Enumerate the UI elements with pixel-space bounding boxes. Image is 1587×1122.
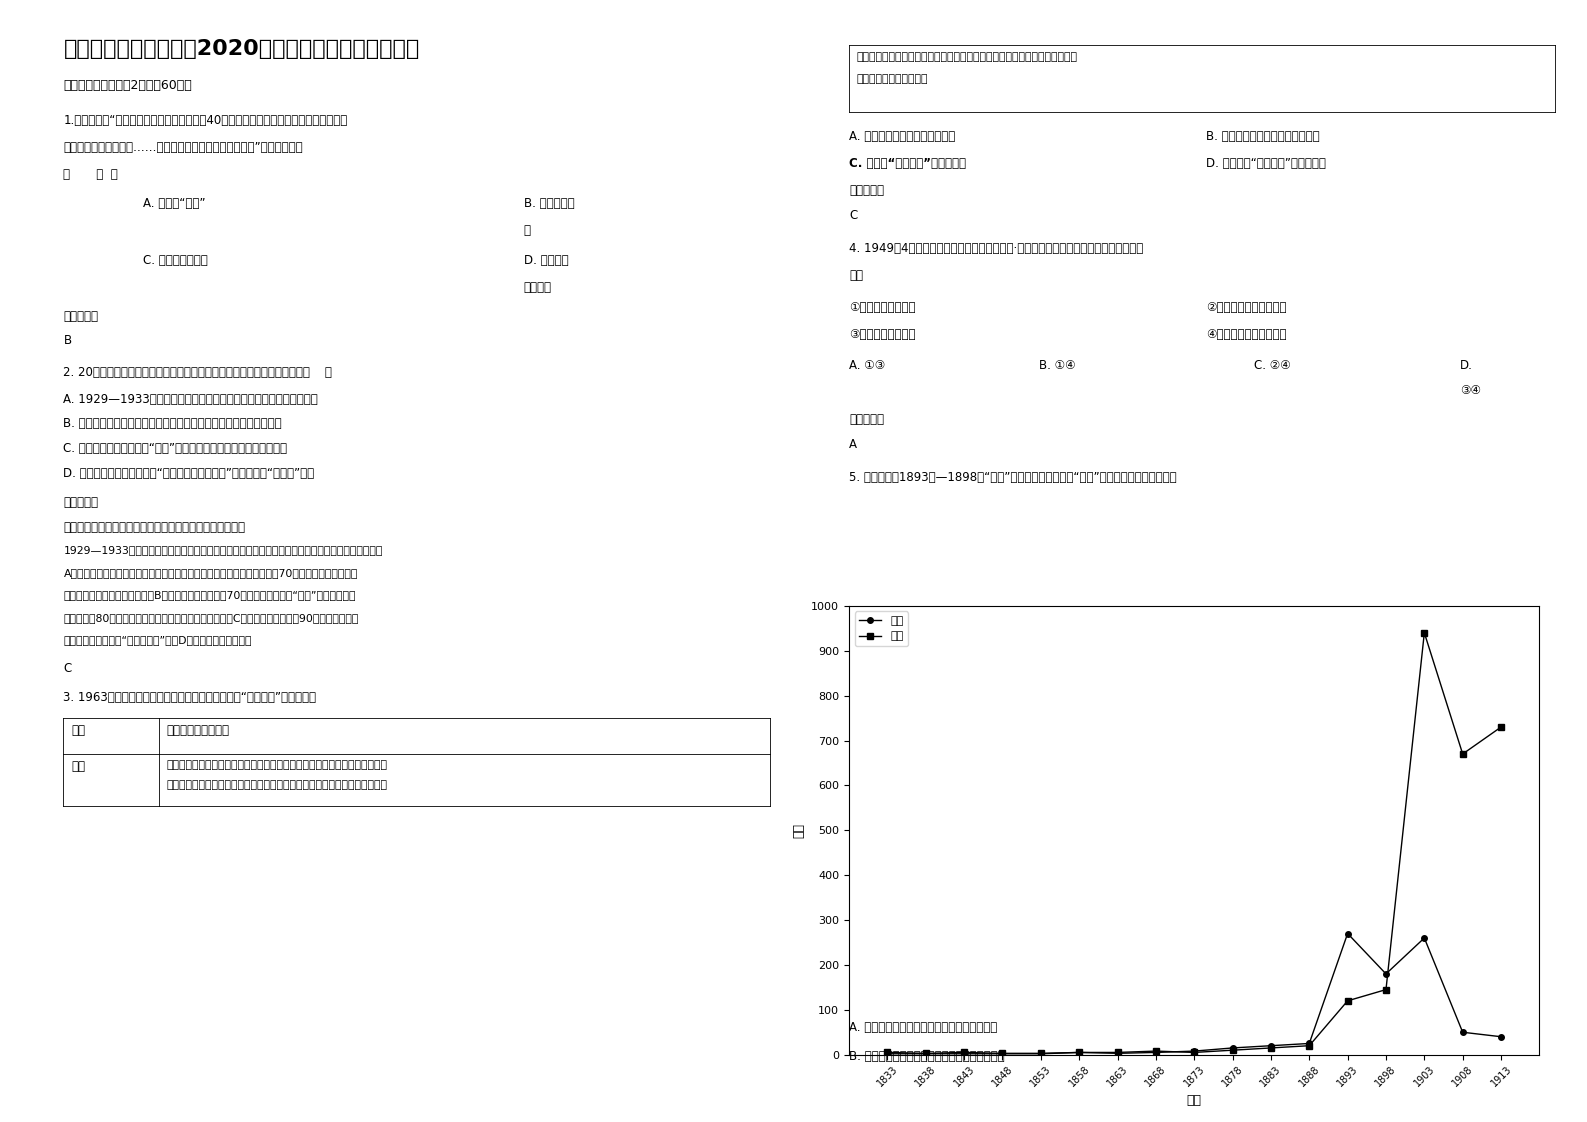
民主 (954, 1047, 973, 1060)
共和 (1376, 983, 1395, 996)
Text: B. 二战后至七十年代美国经济发展主要运用的经济理论是凯恩斯主义: B. 二战后至七十年代美国经济发展主要运用的经济理论是凯恩斯主义 (63, 417, 282, 431)
共和 (1032, 1047, 1051, 1060)
Line: 民主: 民主 (884, 931, 1504, 1057)
Y-axis label: 次数: 次数 (794, 822, 806, 838)
共和 (1184, 1046, 1203, 1059)
Text: 除外交必须统一于中央外，台湾之军政大权、人事安排等悳委于蒋介石；台湾: 除外交必须统一于中央外，台湾之军政大权、人事安排等悳委于蒋介石；台湾 (167, 760, 387, 770)
Text: 所有军政经济建设一切费用不足之数，悳由中央政府拨付；台湾的社会改革可: 所有军政经济建设一切费用不足之数，悳由中央政府拨付；台湾的社会改革可 (167, 780, 387, 790)
Text: ③④: ③④ (1460, 384, 1481, 397)
Text: B. 北伐胜利进: B. 北伐胜利进 (524, 197, 574, 211)
Text: 以从缓，待条件成熟并尊重蒋介石等意见，协商决定后进行；双方互约不派遣: 以从缓，待条件成熟并尊重蒋介石等意见，协商决定后进行；双方互约不派遣 (857, 52, 1078, 62)
Text: 四目: 四目 (71, 760, 86, 773)
Text: 4. 1949年4月，毛泽东写成气势磅礴的《七律·人民解放军占领南京》。这首诗的写作背: 4. 1949年4月，毛泽东写成气势磅礴的《七律·人民解放军占领南京》。这首诗的… (849, 242, 1143, 256)
民主 (1338, 927, 1357, 940)
Text: ③七届二中全会召开: ③七届二中全会召开 (849, 328, 916, 341)
Text: 特务，不破坏团结之举。: 特务，不破坏团结之举。 (857, 74, 928, 84)
Text: ②《国内和平协定》签字: ②《国内和平协定》签字 (1206, 301, 1287, 314)
Text: A: A (849, 438, 857, 451)
Text: A. 孙中山在海外领导同盟会，忽视国内的宣传: A. 孙中山在海外领导同盟会，忽视国内的宣传 (849, 1021, 997, 1034)
Text: B. ①④: B. ①④ (1039, 359, 1076, 373)
Text: 福建省三明市金溪中学2020年高三历史月考试卷含解析: 福建省三明市金溪中学2020年高三历史月考试卷含解析 (63, 39, 419, 59)
Text: 定》签署: 定》签署 (524, 280, 552, 294)
Text: C: C (849, 209, 857, 222)
民主 (1032, 1047, 1051, 1060)
民主 (1108, 1047, 1127, 1060)
Text: A. 1929—1933年后美国采取了国家加强对经济的干预来摆脱经济危机: A. 1929—1933年后美国采取了国家加强对经济的干预来摆脱经济危机 (63, 393, 319, 406)
Text: D. 九十年代克林顿政府实施“宏观调控、微观自主”政策，进入“新经济”时代: D. 九十年代克林顿政府实施“宏观调控、微观自主”政策，进入“新经济”时代 (63, 467, 314, 480)
民主 (993, 1047, 1013, 1060)
Text: 是       （  ）: 是 （ ） (63, 168, 117, 182)
Text: D. 《双十协: D. 《双十协 (524, 254, 568, 267)
Text: D. 直接促使“一国两制”方针的形成: D. 直接促使“一国两制”方针的形成 (1206, 157, 1327, 171)
民主 (878, 1047, 897, 1060)
共和 (1224, 1043, 1243, 1057)
Text: 一、选择题（每小题2分，全60分）: 一、选择题（每小题2分，全60分） (63, 79, 192, 92)
共和 (1108, 1046, 1127, 1059)
民主 (1492, 1030, 1511, 1043)
Text: C. 明确了“一个中国”的基本立场: C. 明确了“一个中国”的基本立场 (849, 157, 966, 171)
共和 (878, 1046, 897, 1059)
共和 (1414, 626, 1433, 640)
Text: 参考答案：: 参考答案： (849, 184, 884, 197)
Text: 1.毛泽东说：“孙中山先生致力于民国革命凢40年还未完成的革命事业，在此仅仅两三年: 1.毛泽东说：“孙中山先生致力于民国革命凢40年还未完成的革命事业，在此仅仅两三… (63, 114, 348, 128)
共和 (916, 1047, 935, 1060)
共和 (1070, 1046, 1089, 1059)
Text: A. ①③: A. ①③ (849, 359, 886, 373)
Text: 军: 军 (524, 224, 530, 238)
Text: B. 宣传君主立宪的维新思潮成为国内新思想主流: B. 宣传君主立宪的维新思潮成为国内新思想主流 (849, 1050, 1005, 1064)
民主 (1146, 1046, 1165, 1059)
民主 (1262, 1039, 1281, 1052)
民主 (1070, 1046, 1089, 1059)
Text: C. 七十年代美国经济进入“滒胀”，开始采取货币学派和供给学派理论: C. 七十年代美国经济进入“滒胀”，开始采取货币学派和供给学派理论 (63, 442, 287, 456)
Text: 参考答案：: 参考答案： (63, 496, 98, 509)
Text: 5. 从图中可见1893年—1898年“民主”出现的频率远远高于“共和”的频率，这现象的反映了: 5. 从图中可见1893年—1898年“民主”出现的频率远远高于“共和”的频率，… (849, 471, 1176, 485)
共和 (1454, 747, 1473, 761)
Text: 一纲: 一纲 (71, 724, 86, 737)
X-axis label: 年份: 年份 (1187, 1094, 1201, 1107)
Text: 内，获得了巨大的成就……这是两党结成统一战线的结果。”这里成就指的: 内，获得了巨大的成就……这是两党结成统一战线的结果。”这里成就指的 (63, 141, 303, 155)
Text: 恩斯主义，80年代开始采用货币学派和供给学派理论，故C项错误，符合题意；90年代克林顿的中: 恩斯主义，80年代开始采用货币学派和供给学派理论，故C项错误，符合题意；90年代… (63, 613, 359, 623)
Text: C. 抗日战争的胜利: C. 抗日战争的胜利 (143, 254, 208, 267)
Text: 1929—1933年经济大危机爆发后，美国实行了罗斯福新政，采用的方法即是国家干预经济的手段，故: 1929—1933年经济大危机爆发后，美国实行了罗斯福新政，采用的方法即是国家干… (63, 545, 382, 555)
Text: D.: D. (1460, 359, 1473, 373)
Text: 景是: 景是 (849, 269, 863, 283)
共和 (993, 1047, 1013, 1060)
民主 (1184, 1045, 1203, 1058)
Text: B: B (63, 334, 71, 348)
共和 (1262, 1041, 1281, 1055)
Text: ④《共同纲领》表决通过: ④《共同纲领》表决通过 (1206, 328, 1287, 341)
Text: C. ②④: C. ②④ (1254, 359, 1290, 373)
Legend: 民主, 共和: 民主, 共和 (855, 611, 908, 646)
Text: 间道路，是美国进入“新经济时代”，故D项正确，不符合题意。: 间道路，是美国进入“新经济时代”，故D项正确，不符合题意。 (63, 635, 252, 645)
Text: 进入国家垄断资本主义阶段，故B项正确，不符合题意；70年代美国经济进入“滒胀”，依然采用凯: 进入国家垄断资本主义阶段，故B项正确，不符合题意；70年代美国经济进入“滒胀”，… (63, 590, 355, 600)
Text: 参考答案：: 参考答案： (849, 413, 884, 426)
Text: 参考答案：: 参考答案： (63, 310, 98, 323)
Text: 罗斯福新政：第二次世界大战后美国等国资本主义的新变化: 罗斯福新政：第二次世界大战后美国等国资本主义的新变化 (63, 521, 246, 534)
Text: 3. 1963年，周恩来总理将新中国对台湾政策归纳为“一纲四目”。这一主张: 3. 1963年，周恩来总理将新中国对台湾政策归纳为“一纲四目”。这一主张 (63, 691, 316, 705)
共和 (1338, 994, 1357, 1008)
民主 (1300, 1037, 1319, 1050)
Text: 台湾必须统一于中国: 台湾必须统一于中国 (167, 724, 230, 737)
共和 (1146, 1045, 1165, 1058)
民主 (1224, 1041, 1243, 1055)
民主 (1376, 967, 1395, 981)
Text: A. 国民党“一大”: A. 国民党“一大” (143, 197, 205, 211)
Text: ①三大战役胜利结束: ①三大战役胜利结束 (849, 301, 916, 314)
共和 (1492, 720, 1511, 734)
Text: A. 通过停止炮击金门得到了实现: A. 通过停止炮击金门得到了实现 (849, 130, 955, 144)
Line: 共和: 共和 (884, 631, 1504, 1056)
民主 (916, 1047, 935, 1060)
民主 (1454, 1026, 1473, 1039)
民主 (1414, 931, 1433, 945)
Text: 2. 20世纪以来，美国经济实力不断变化并呈上升趋势。下列表述有误的是（    ）: 2. 20世纪以来，美国经济实力不断变化并呈上升趋势。下列表述有误的是（ ） (63, 366, 332, 379)
共和 (954, 1046, 973, 1059)
Text: B. 放弃了武力解决台湾问题的政策: B. 放弃了武力解决台湾问题的政策 (1206, 130, 1320, 144)
共和 (1300, 1039, 1319, 1052)
Text: A项正确，不符合题意；国家干预经济的理论基础即是凯恩斯主义，战后到70年代主要资本主义国家: A项正确，不符合题意；国家干预经济的理论基础即是凯恩斯主义，战后到70年代主要资… (63, 568, 357, 578)
Text: C: C (63, 662, 71, 675)
